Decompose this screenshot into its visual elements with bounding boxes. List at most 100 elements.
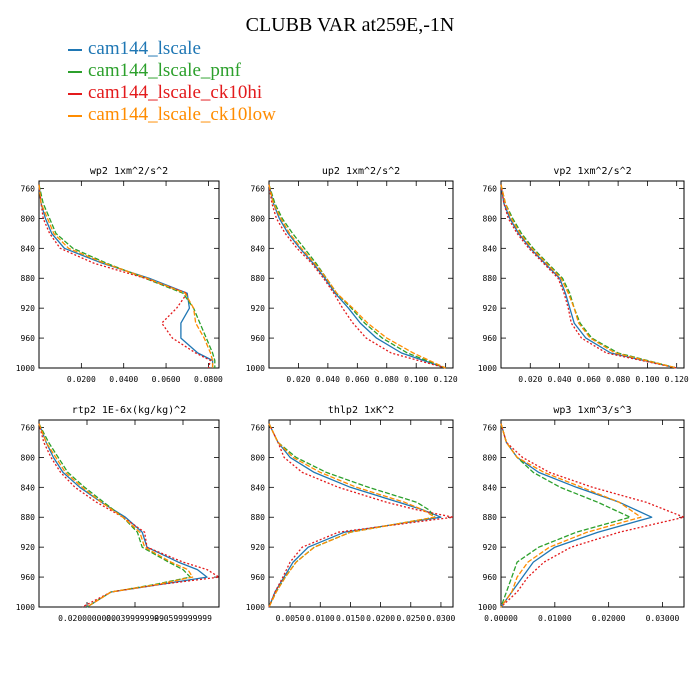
- series-line-cam144-lscale-ck10low: [268, 184, 446, 369]
- y-tick-label: 760: [21, 184, 36, 193]
- plot-frame: [500, 180, 685, 369]
- legend-swatch: [68, 70, 82, 73]
- series-line-cam144-lscale-pmf: [268, 423, 436, 608]
- y-tick-label: 760: [251, 184, 266, 193]
- legend-label: cam144_lscale: [88, 38, 201, 59]
- y-tick-label: 880: [21, 274, 36, 283]
- series-line-cam144-lscale-ck10hi: [500, 184, 677, 369]
- legend-label: cam144_lscale_ck10hi: [88, 82, 263, 103]
- y-tick-label: 960: [483, 573, 498, 582]
- x-tick-label: 0.0200: [67, 375, 96, 384]
- series-line-cam144-lscale-pmf: [38, 184, 216, 368]
- legend-label: cam144_lscale_pmf: [88, 60, 242, 81]
- series-line-cam144-lscale: [38, 423, 208, 608]
- plot-frame: [38, 419, 220, 608]
- x-tick-label: 0.080: [375, 375, 399, 384]
- x-tick-label: 0.120: [665, 375, 689, 384]
- panel-title: thlp2 1xK^2: [328, 405, 394, 416]
- plot-frame: [268, 419, 454, 608]
- x-tick-label: 0.01000: [538, 614, 572, 623]
- y-tick-label: 920: [251, 304, 266, 313]
- x-tick-label: 0.0600: [152, 375, 181, 384]
- x-tick-label: 0.040: [316, 375, 340, 384]
- chart-panel-1: wp2 1xm^2/s^2 760 800 840 880 920 960 1000 0.020…: [16, 166, 223, 384]
- x-tick-label: 0.0400: [109, 375, 138, 384]
- y-tick-label: 1000: [16, 364, 35, 373]
- y-tick-label: 1000: [246, 603, 265, 612]
- y-tick-label: 800: [251, 453, 266, 462]
- chart-panel-4: rtp2 1E-6x(kg/kg)^2 760 800 840 880 920 960 100…: [16, 405, 220, 623]
- y-tick-label: 800: [483, 453, 498, 462]
- legend-item-lscale-ck10hi: cam144_lscale_ck10hi: [68, 82, 262, 104]
- legend-swatch: [68, 92, 82, 95]
- x-tick-label: 0.0150: [336, 614, 365, 623]
- y-tick-label: 880: [483, 274, 498, 283]
- legend-swatch: [68, 114, 82, 117]
- x-tick-label: 0.100: [404, 375, 428, 384]
- series-line-cam144-lscale-ck10low: [500, 423, 642, 608]
- y-tick-label: 840: [251, 483, 266, 492]
- plot-frame: [500, 419, 685, 608]
- x-tick-label: 0.060: [345, 375, 369, 384]
- x-tick-label: 0.0399999999: [106, 614, 164, 623]
- y-tick-label: 840: [483, 244, 498, 253]
- panel-title: rtp2 1E-6x(kg/kg)^2: [72, 405, 186, 416]
- y-tick-label: 960: [21, 334, 36, 343]
- series-line-cam144-lscale-ck10hi: [268, 423, 454, 608]
- y-tick-label: 760: [483, 184, 498, 193]
- y-tick-label: 840: [21, 483, 36, 492]
- y-tick-label: 1000: [478, 364, 497, 373]
- legend-swatch: [68, 48, 82, 51]
- figure-title: CLUBB VAR at259E,-1N: [245, 14, 455, 36]
- y-tick-label: 960: [483, 334, 498, 343]
- series-line-cam144-lscale: [268, 423, 442, 608]
- series-line-cam144-lscale: [268, 184, 446, 369]
- y-tick-label: 800: [21, 214, 36, 223]
- series-line-cam144-lscale-ck10hi: [38, 423, 220, 608]
- y-tick-label: 960: [251, 573, 266, 582]
- panel-title: vp2 1xm^2/s^2: [553, 166, 631, 177]
- chart-panel-3: vp2 1xm^2/s^2 760 800 840 880 920 960 1000 0.020…: [478, 166, 689, 384]
- y-tick-label: 760: [483, 423, 498, 432]
- series-line-cam144-lscale-pmf: [500, 184, 677, 369]
- series-line-cam144-lscale-pmf: [268, 184, 446, 369]
- panel-title: wp3 1xm^3/s^3: [553, 405, 631, 416]
- plot-frame: [38, 180, 220, 369]
- x-tick-label: 0.0200000000: [58, 614, 116, 623]
- y-tick-label: 920: [483, 543, 498, 552]
- x-tick-label: 0.00000: [484, 614, 518, 623]
- y-tick-label: 880: [251, 513, 266, 522]
- series-line-cam144-lscale: [500, 184, 677, 369]
- series-line-cam144-lscale-pmf: [38, 423, 191, 608]
- x-tick-label: 0.0050: [276, 614, 305, 623]
- y-tick-label: 920: [251, 543, 266, 552]
- x-tick-label: 0.03000: [646, 614, 680, 623]
- y-tick-label: 920: [21, 304, 36, 313]
- x-tick-label: 0.0800: [194, 375, 223, 384]
- legend-label: cam144_lscale_ck10low: [88, 104, 276, 125]
- chart-panel-2: up2 1xm^2/s^2 760 800 840 880 920 960 1000 0.020…: [246, 166, 458, 384]
- x-tick-label: 0.02000: [592, 614, 626, 623]
- plot-frame: [268, 180, 454, 369]
- y-tick-label: 1000: [478, 603, 497, 612]
- x-tick-label: 0.0300: [426, 614, 455, 623]
- panel-title: up2 1xm^2/s^2: [322, 166, 400, 177]
- y-tick-label: 880: [483, 513, 498, 522]
- y-tick-label: 960: [21, 573, 36, 582]
- y-tick-label: 1000: [16, 603, 35, 612]
- y-tick-label: 920: [21, 543, 36, 552]
- panel-title: wp2 1xm^2/s^2: [90, 166, 168, 177]
- x-tick-label: 0.120: [434, 375, 458, 384]
- x-tick-label: 0.100: [635, 375, 659, 384]
- series-line-cam144-lscale: [500, 423, 653, 608]
- series-line-cam144-lscale-ck10low: [268, 423, 436, 608]
- series-line-cam144-lscale-ck10hi: [268, 184, 446, 369]
- series-line-cam144-lscale-ck10hi: [38, 184, 212, 369]
- x-tick-label: 0.0100: [306, 614, 335, 623]
- chart-panel-6: wp3 1xm^3/s^3 760 800 840 880 920 960 1000 0.000…: [478, 405, 685, 623]
- y-tick-label: 760: [251, 423, 266, 432]
- y-tick-label: 800: [251, 214, 266, 223]
- y-tick-label: 880: [251, 274, 266, 283]
